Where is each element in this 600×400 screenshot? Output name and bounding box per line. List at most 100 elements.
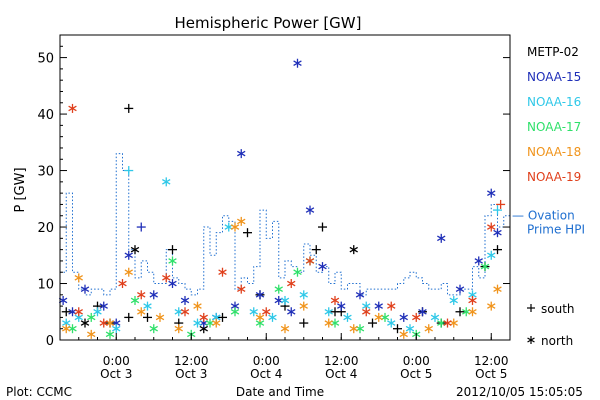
marker-stroke	[168, 280, 177, 287]
legend-ovation-line1: — Ovation	[512, 209, 575, 223]
marker-stroke	[193, 320, 202, 326]
marker-noaa-16	[162, 177, 171, 187]
data-markers-layer	[58, 58, 506, 339]
marker-noaa-16	[343, 312, 352, 322]
marker-noaa-16	[249, 307, 258, 317]
marker-noaa-15	[237, 149, 246, 159]
marker-noaa-15	[99, 301, 108, 311]
legend-item-noaa-15: NOAA-15	[527, 70, 581, 84]
marker-noaa-18	[374, 312, 383, 322]
legend-label-north: north	[541, 334, 573, 348]
chart-title: Hemispheric Power [GW]	[175, 14, 362, 32]
marker-noaa-19	[387, 301, 396, 311]
marker-stroke	[324, 320, 333, 326]
x-tick-label-date: Oct 3	[175, 367, 207, 381]
x-tick-label-date: Oct 3	[100, 367, 132, 381]
x-tick-label-time: 12:00	[174, 354, 209, 368]
marker-stroke	[212, 314, 221, 321]
marker-stroke	[58, 297, 68, 304]
marker-noaa-17	[149, 324, 158, 334]
plot-frame	[59, 34, 511, 341]
marker-stroke	[249, 308, 258, 315]
marker-stroke	[443, 320, 452, 326]
marker-stroke	[62, 320, 71, 326]
marker-stroke	[255, 320, 265, 326]
marker-stroke	[337, 303, 346, 309]
marker-stroke	[293, 269, 302, 276]
marker-metp-02	[368, 318, 377, 328]
marker-stroke	[124, 269, 133, 276]
marker-noaa-17	[168, 256, 177, 266]
marker-noaa-18	[424, 324, 433, 334]
marker-stroke	[262, 308, 271, 315]
marker-stroke	[387, 320, 396, 326]
marker-stroke	[149, 292, 158, 298]
marker-noaa-15	[124, 250, 133, 260]
marker-metp-02	[299, 318, 309, 328]
marker-noaa-19	[74, 307, 83, 317]
marker-stroke	[255, 292, 265, 298]
marker-noaa-18	[399, 329, 408, 339]
marker-stroke	[162, 179, 171, 185]
legend-item-noaa-19: NOAA-19	[527, 170, 581, 184]
marker-noaa-18	[174, 324, 183, 334]
marker-noaa-18	[255, 312, 265, 322]
marker-noaa-19	[180, 307, 190, 317]
marker-noaa-19	[287, 279, 296, 289]
marker-stroke	[130, 246, 140, 253]
marker-noaa-15	[418, 307, 427, 317]
marker-stroke	[318, 263, 327, 270]
marker-stroke	[99, 303, 108, 309]
marker-stroke	[180, 308, 190, 315]
marker-stroke	[299, 303, 308, 309]
marker-stroke	[74, 314, 83, 321]
marker-noaa-16	[299, 290, 308, 300]
marker-noaa-19	[362, 307, 371, 317]
marker-stroke	[330, 297, 340, 304]
marker-stroke	[480, 263, 490, 270]
x-tick-label-time: 0:00	[253, 354, 280, 368]
marker-noaa-18	[193, 301, 202, 311]
marker-stroke	[218, 269, 227, 276]
marker-stroke	[237, 150, 246, 157]
marker-stroke	[174, 325, 183, 332]
marker-stroke	[305, 258, 315, 264]
marker-metp-02	[61, 307, 71, 317]
marker-noaa-18	[237, 216, 246, 226]
marker-stroke	[62, 325, 71, 332]
marker-stroke	[68, 105, 77, 112]
marker-stroke	[280, 297, 290, 304]
marker-noaa-18	[493, 284, 502, 294]
marker-noaa-18	[349, 324, 358, 334]
x-tick-label-time: 0:00	[103, 354, 130, 368]
y-tick-label: 20	[37, 221, 54, 236]
marker-stroke	[124, 252, 133, 259]
marker-noaa-16	[93, 307, 102, 317]
marker-stroke	[74, 275, 83, 281]
x-tick-label-time: 12:00	[474, 354, 509, 368]
marker-stroke	[374, 303, 383, 309]
marker-stroke	[237, 286, 246, 292]
marker-stroke	[137, 308, 146, 315]
legend-item-metp-02: METP-02	[527, 45, 579, 59]
marker-noaa-15	[399, 312, 408, 322]
marker-stroke	[80, 286, 90, 292]
marker-noaa-15	[337, 301, 346, 311]
marker-noaa-17	[87, 312, 96, 322]
marker-noaa-16	[387, 318, 396, 328]
marker-noaa-18	[299, 301, 308, 311]
marker-stroke	[168, 258, 177, 264]
marker-metp-02	[168, 245, 177, 255]
marker-noaa-19	[218, 267, 227, 277]
marker-stroke	[468, 292, 477, 298]
legend-item-noaa-16: NOAA-16	[527, 95, 581, 109]
marker-noaa-16	[268, 312, 277, 322]
marker-noaa-16	[449, 295, 458, 305]
y-tick-label: 0	[46, 334, 54, 349]
x-tick-label-date: Oct 4	[250, 367, 282, 381]
marker-noaa-18	[87, 329, 96, 339]
marker-stroke	[268, 314, 277, 321]
marker-stroke	[118, 280, 127, 287]
marker-metp-02	[218, 312, 227, 322]
